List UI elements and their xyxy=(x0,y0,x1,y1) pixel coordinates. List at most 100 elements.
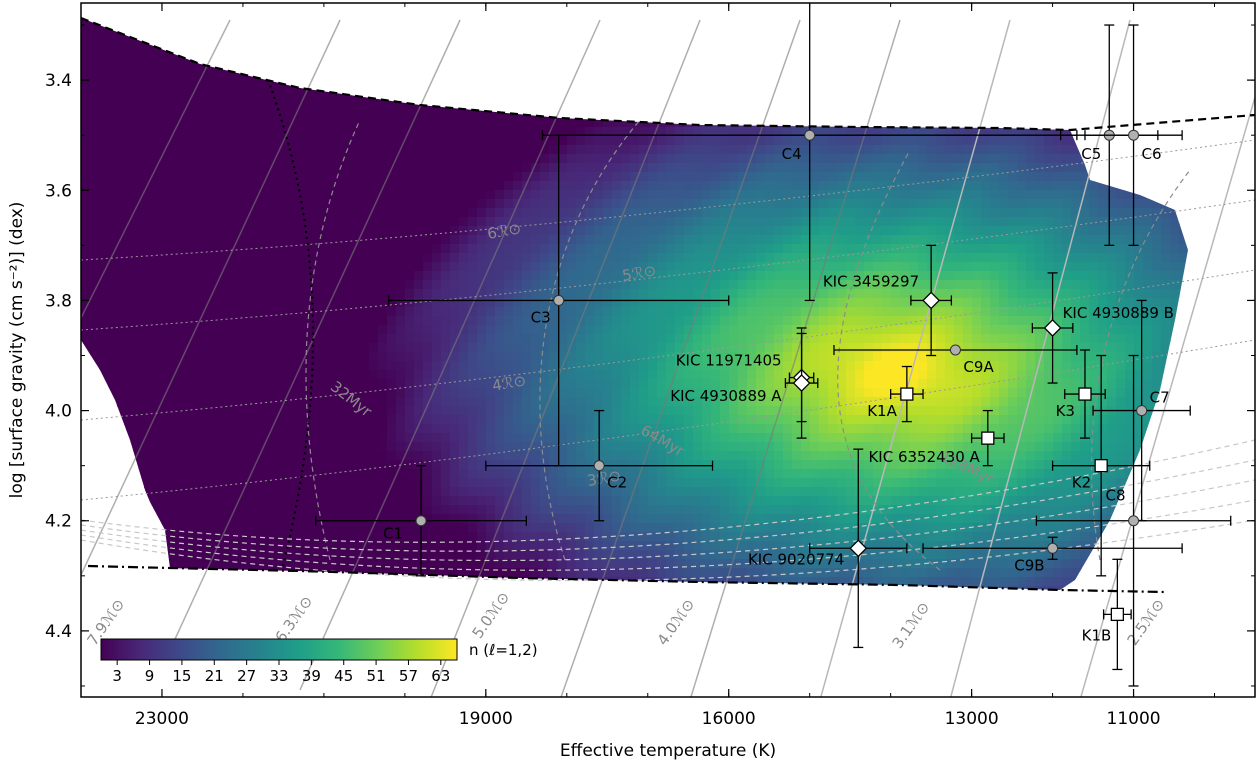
grid-cell xyxy=(855,55,865,65)
grid-cell xyxy=(369,73,379,83)
grid-cell xyxy=(576,118,586,128)
grid-cell xyxy=(981,226,991,236)
grid-cell xyxy=(828,55,838,65)
grid-cell xyxy=(972,154,982,164)
grid-cell xyxy=(450,82,460,92)
grid-cell xyxy=(117,208,127,218)
grid-cell xyxy=(1098,352,1108,362)
grid-cell xyxy=(828,82,838,92)
grid-cell xyxy=(513,145,523,155)
grid-cell xyxy=(468,352,478,362)
grid-cell xyxy=(711,226,721,236)
grid-cell xyxy=(648,325,658,335)
grid-cell xyxy=(936,190,946,200)
grid-cell xyxy=(504,18,514,20)
grid-cell xyxy=(567,37,577,47)
grid-cell xyxy=(711,64,721,74)
grid-cell xyxy=(918,244,928,254)
grid-cell xyxy=(1017,343,1027,353)
grid-cell xyxy=(306,298,316,308)
grid-cell xyxy=(306,172,316,182)
grid-cell xyxy=(918,334,928,344)
grid-cell xyxy=(135,19,145,29)
grid-cell xyxy=(1053,217,1063,227)
grid-cell xyxy=(567,307,577,317)
grid-cell xyxy=(1017,352,1027,362)
grid-cell xyxy=(720,271,730,281)
grid-cell xyxy=(1188,172,1198,182)
grid-cell xyxy=(162,100,172,110)
grid-cell xyxy=(450,334,460,344)
grid-cell xyxy=(225,199,235,209)
grid-cell xyxy=(963,28,973,38)
grid-cell xyxy=(81,73,91,83)
grid-cell xyxy=(981,271,991,281)
grid-cell xyxy=(702,334,712,344)
grid-cell xyxy=(315,271,325,281)
grid-cell xyxy=(252,82,262,92)
grid-cell xyxy=(99,253,109,263)
grid-cell xyxy=(549,154,559,164)
grid-cell xyxy=(594,145,604,155)
grid-cell xyxy=(342,244,352,254)
grid-cell xyxy=(297,325,307,335)
grid-cell xyxy=(864,37,874,47)
grid-cell xyxy=(468,127,478,137)
grid-cell xyxy=(1152,199,1162,209)
grid-cell xyxy=(936,55,946,65)
grid-cell xyxy=(1161,334,1171,344)
grid-cell xyxy=(351,271,361,281)
grid-cell xyxy=(720,343,730,353)
grid-cell xyxy=(1107,190,1117,200)
grid-cell xyxy=(945,244,955,254)
grid-cell xyxy=(225,280,235,290)
grid-cell xyxy=(81,64,91,74)
grid-cell xyxy=(297,127,307,137)
grid-cell xyxy=(108,307,118,317)
grid-cell xyxy=(945,82,955,92)
grid-cell xyxy=(765,334,775,344)
grid-cell xyxy=(171,28,181,38)
grid-cell xyxy=(306,118,316,128)
grid-cell xyxy=(414,289,424,299)
grid-cell xyxy=(477,55,487,65)
grid-cell xyxy=(234,262,244,272)
grid-cell xyxy=(459,244,469,254)
grid-cell xyxy=(477,334,487,344)
grid-cell xyxy=(279,307,289,317)
grid-cell xyxy=(738,253,748,263)
grid-cell xyxy=(801,262,811,272)
grid-cell xyxy=(1008,82,1018,92)
grid-cell xyxy=(630,163,640,173)
grid-cell xyxy=(720,280,730,290)
grid-cell xyxy=(900,253,910,263)
grid-cell xyxy=(675,127,685,137)
grid-cell xyxy=(819,352,829,362)
grid-cell xyxy=(477,109,487,119)
grid-cell xyxy=(459,109,469,119)
grid-cell xyxy=(1161,316,1171,326)
grid-cell xyxy=(711,262,721,272)
grid-cell xyxy=(1053,55,1063,65)
grid-cell xyxy=(333,91,343,101)
grid-cell xyxy=(369,46,379,56)
grid-cell xyxy=(324,208,334,218)
grid-cell xyxy=(1026,307,1036,317)
grid-cell xyxy=(900,172,910,182)
grid-cell xyxy=(423,19,433,29)
grid-cell xyxy=(630,18,640,20)
grid-cell xyxy=(720,73,730,83)
grid-cell xyxy=(1080,181,1090,191)
grid-cell xyxy=(648,55,658,65)
grid-cell xyxy=(900,82,910,92)
grid-cell xyxy=(1035,352,1045,362)
grid-cell xyxy=(621,235,631,245)
grid-cell xyxy=(522,361,532,371)
grid-cell xyxy=(369,334,379,344)
grid-cell xyxy=(765,127,775,137)
grid-cell xyxy=(612,208,622,218)
grid-cell xyxy=(711,208,721,218)
grid-cell xyxy=(126,136,136,146)
grid-cell xyxy=(810,136,820,146)
grid-cell xyxy=(261,127,271,137)
